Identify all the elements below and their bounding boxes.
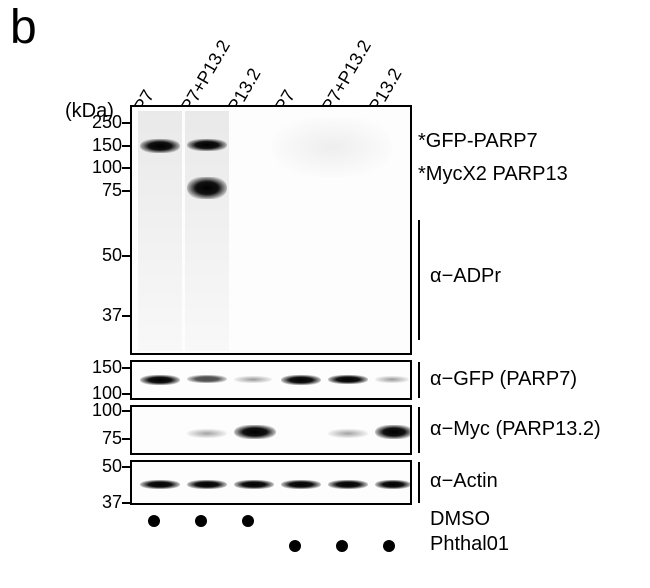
mw-dash-150 <box>122 145 130 147</box>
myc-panel <box>130 405 412 455</box>
actin-mw-dash-50 <box>122 466 130 468</box>
label-myc-parp13: *MycX2 PARP13 <box>418 163 568 186</box>
actin-l5 <box>328 480 368 489</box>
phthal-label: Phthal01 <box>430 533 509 556</box>
dmso-label: DMSO <box>430 508 490 531</box>
phthal-dot-3 <box>383 540 395 552</box>
label-alpha-gfp: α−GFP (PARP7) <box>430 368 577 391</box>
mw-150: 150 <box>82 135 122 156</box>
dmso-dot-2 <box>195 515 207 527</box>
gfp-mw-dash-150 <box>122 367 130 369</box>
adpr-band-l2-gfpparp7 <box>187 139 227 151</box>
gfp-l1 <box>140 375 180 385</box>
myc-bracket <box>418 407 420 453</box>
label-alpha-adpr: α−ADPr <box>430 265 501 288</box>
mw-75: 75 <box>82 180 122 201</box>
mw-50: 50 <box>82 245 122 266</box>
actin-l4 <box>281 480 321 489</box>
mw-250: 250 <box>82 112 122 133</box>
myc-mw-dash-75 <box>122 438 130 440</box>
phthal-dot-2 <box>336 540 348 552</box>
gfp-mw-150: 150 <box>82 357 122 378</box>
myc-l3 <box>234 425 276 439</box>
gfp-mw-dash-100 <box>122 393 130 395</box>
actin-mw-50: 50 <box>82 456 122 477</box>
gfp-l2 <box>187 375 227 383</box>
gfp-bracket <box>418 362 420 398</box>
actin-l1 <box>140 480 180 489</box>
gfp-l5 <box>328 375 368 384</box>
actin-mw-dash-37 <box>122 502 130 504</box>
myc-mw-100: 100 <box>82 400 122 421</box>
actin-mw-37: 37 <box>82 492 122 513</box>
actin-panel <box>130 460 412 505</box>
actin-l3 <box>234 480 274 489</box>
gfp-l3 <box>234 376 272 383</box>
dmso-dot-1 <box>148 515 160 527</box>
gfp-panel <box>130 360 412 400</box>
mw-dash-100 <box>122 167 130 169</box>
adpr-band-l2-mycparp13 <box>187 177 227 199</box>
label-alpha-actin: α−Actin <box>430 470 498 493</box>
panel-letter: b <box>10 0 37 55</box>
mw-dash-250 <box>122 122 130 124</box>
myc-l2 <box>187 429 227 438</box>
label-alpha-myc: α−Myc (PARP13.2) <box>430 418 601 441</box>
gfp-l6 <box>375 376 409 383</box>
mw-dash-37 <box>122 315 130 317</box>
actin-l2 <box>187 480 227 489</box>
dmso-dot-3 <box>242 515 254 527</box>
adpr-bracket <box>418 220 420 340</box>
phthal-dot-1 <box>289 540 301 552</box>
actin-bracket <box>418 462 420 503</box>
mw-dash-50 <box>122 255 130 257</box>
mw-100: 100 <box>82 157 122 178</box>
myc-l6 <box>375 425 412 439</box>
adpr-faint-cloud <box>272 117 392 177</box>
adpr-band-l1-gfpparp7 <box>140 139 180 153</box>
myc-mw-75: 75 <box>82 428 122 449</box>
adpr-panel <box>130 105 412 355</box>
mw-37: 37 <box>82 305 122 326</box>
myc-mw-dash-100 <box>122 410 130 412</box>
mw-dash-75 <box>122 190 130 192</box>
actin-l6 <box>375 480 411 489</box>
label-gfp-parp7: *GFP-PARP7 <box>418 130 538 153</box>
myc-l5 <box>328 429 368 438</box>
gfp-l4 <box>281 375 321 385</box>
